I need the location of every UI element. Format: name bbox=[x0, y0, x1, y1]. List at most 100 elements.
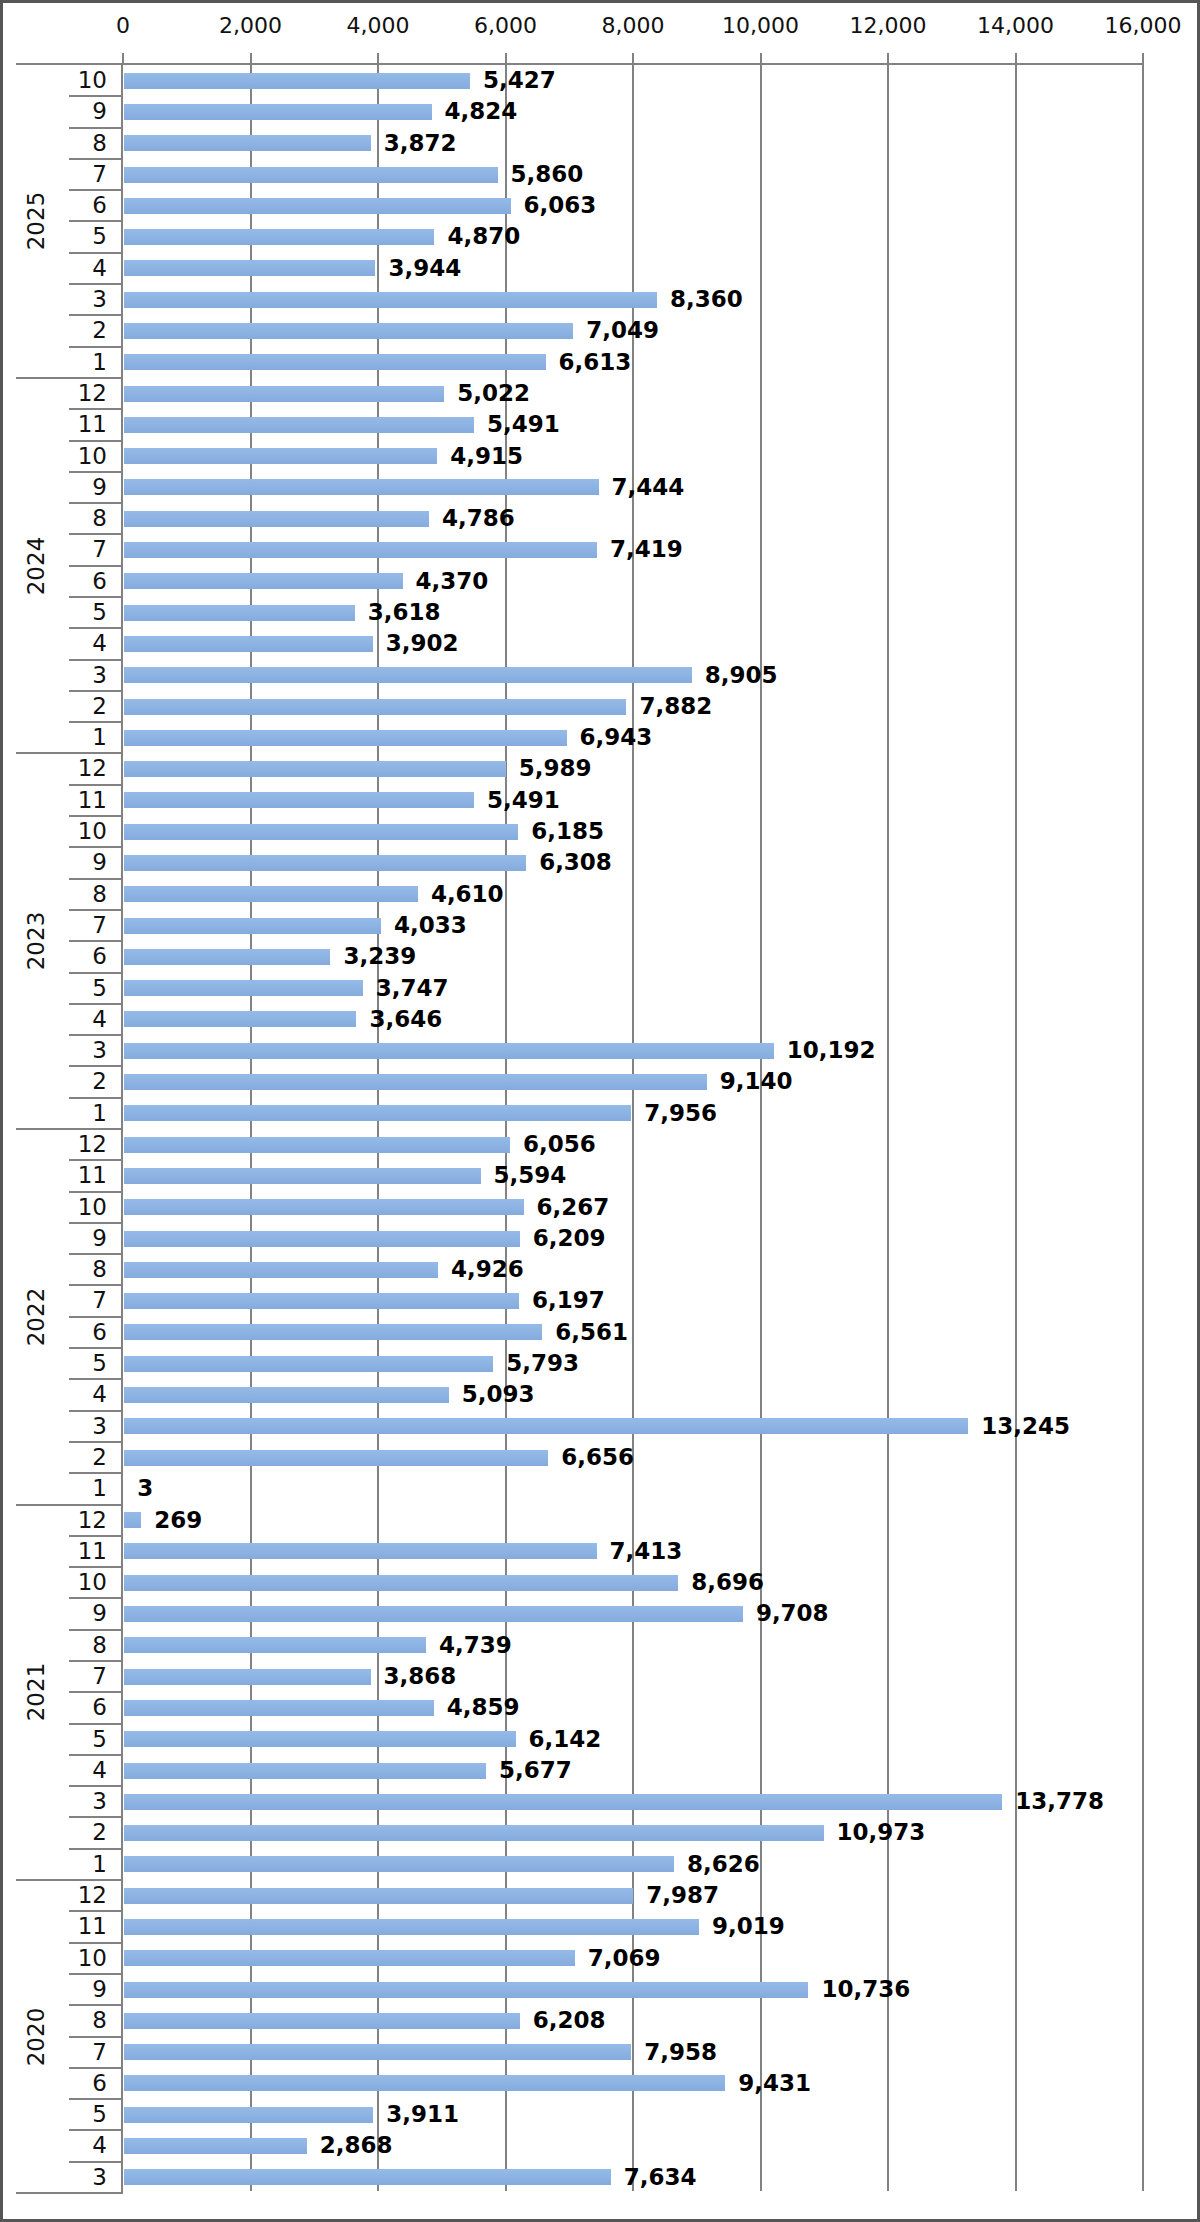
month-label: 2 bbox=[39, 1066, 107, 1097]
month-label: 2 bbox=[39, 1817, 107, 1848]
bar bbox=[124, 167, 498, 183]
month-label: 8 bbox=[39, 1630, 107, 1661]
bar bbox=[124, 855, 526, 871]
bar bbox=[124, 2169, 611, 2185]
bar bbox=[124, 730, 567, 746]
bar bbox=[124, 980, 363, 996]
year-label: 2025 bbox=[23, 192, 49, 251]
bar bbox=[124, 1888, 633, 1904]
bar bbox=[124, 229, 434, 245]
value-axis-tick-label: 0 bbox=[63, 8, 183, 44]
bar-value-label: 7,634 bbox=[624, 2162, 697, 2193]
year-label: 2022 bbox=[23, 1287, 49, 1346]
bar bbox=[124, 1512, 141, 1528]
month-label: 2 bbox=[39, 1442, 107, 1473]
value-axis-tick-label: 16,000 bbox=[1083, 8, 1200, 44]
month-label: 7 bbox=[39, 1661, 107, 1692]
bar-value-label: 6,267 bbox=[537, 1192, 610, 1223]
bar-value-label: 9,140 bbox=[720, 1066, 793, 1097]
month-label: 5 bbox=[39, 1724, 107, 1755]
month-label: 10 bbox=[39, 441, 107, 472]
month-label: 12 bbox=[39, 378, 107, 409]
bar-value-label: 4,859 bbox=[447, 1692, 520, 1723]
bar-value-label: 2,868 bbox=[320, 2130, 393, 2161]
month-label: 1 bbox=[39, 347, 107, 378]
bar-value-label: 4,370 bbox=[416, 566, 489, 597]
month-label: 12 bbox=[39, 1129, 107, 1160]
bar-value-label: 7,882 bbox=[639, 691, 712, 722]
bar bbox=[124, 1011, 356, 1027]
month-label: 6 bbox=[39, 941, 107, 972]
bar bbox=[124, 2044, 631, 2060]
month-label: 7 bbox=[39, 159, 107, 190]
month-label: 3 bbox=[39, 1786, 107, 1817]
bar bbox=[124, 1606, 743, 1622]
bar-value-label: 3,646 bbox=[369, 1004, 442, 1035]
year-label: 2020 bbox=[23, 2007, 49, 2066]
bar-value-label: 6,063 bbox=[524, 190, 597, 221]
bar bbox=[124, 1669, 371, 1685]
bar-value-label: 5,860 bbox=[511, 159, 584, 190]
bar-value-label: 5,989 bbox=[519, 753, 592, 784]
bar-value-label: 13,245 bbox=[981, 1411, 1070, 1442]
month-label: 9 bbox=[39, 96, 107, 127]
bar-value-label: 8,626 bbox=[687, 1849, 760, 1880]
month-label: 3 bbox=[39, 2162, 107, 2193]
bar bbox=[124, 1262, 438, 1278]
month-label: 4 bbox=[39, 253, 107, 284]
bar-value-label: 3,902 bbox=[386, 628, 459, 659]
bar-value-label: 7,413 bbox=[610, 1536, 683, 1567]
month-label: 8 bbox=[39, 1254, 107, 1285]
bar bbox=[124, 1387, 449, 1403]
bar-value-label: 3,239 bbox=[343, 941, 416, 972]
month-label: 1 bbox=[39, 1849, 107, 1880]
gridline bbox=[887, 65, 889, 2191]
bar bbox=[124, 1137, 510, 1153]
bar-value-label: 9,708 bbox=[756, 1598, 829, 1629]
month-label: 5 bbox=[39, 973, 107, 1004]
bar-value-label: 6,142 bbox=[529, 1724, 602, 1755]
bar-value-label: 7,049 bbox=[586, 315, 659, 346]
bar bbox=[124, 511, 429, 527]
month-label: 11 bbox=[39, 409, 107, 440]
bar bbox=[124, 1074, 707, 1090]
bar-value-label: 4,915 bbox=[450, 441, 523, 472]
bar-value-label: 5,427 bbox=[483, 65, 556, 96]
bar-value-label: 7,987 bbox=[646, 1880, 719, 1911]
month-label: 1 bbox=[39, 1098, 107, 1129]
gridline bbox=[760, 65, 762, 2191]
bar bbox=[124, 636, 373, 652]
month-label: 1 bbox=[39, 1473, 107, 1504]
bar bbox=[124, 792, 474, 808]
bar bbox=[124, 292, 657, 308]
month-label: 5 bbox=[39, 597, 107, 628]
bar-value-label: 4,033 bbox=[394, 910, 467, 941]
bar-value-label: 5,022 bbox=[457, 378, 530, 409]
bar bbox=[124, 667, 692, 683]
month-label: 9 bbox=[39, 1598, 107, 1629]
month-label: 3 bbox=[39, 1411, 107, 1442]
bar-value-label: 4,610 bbox=[431, 879, 504, 910]
bar bbox=[124, 824, 518, 840]
bar bbox=[124, 1825, 824, 1841]
bar bbox=[124, 323, 573, 339]
month-label: 7 bbox=[39, 910, 107, 941]
month-label: 3 bbox=[39, 660, 107, 691]
bar-value-label: 6,185 bbox=[531, 816, 604, 847]
gridline bbox=[1015, 65, 1017, 2191]
month-label: 3 bbox=[39, 1035, 107, 1066]
bar bbox=[124, 198, 511, 214]
month-label: 1 bbox=[39, 722, 107, 753]
month-label: 8 bbox=[39, 2005, 107, 2036]
bar-value-label: 3,618 bbox=[368, 597, 441, 628]
bar-value-label: 10,973 bbox=[837, 1817, 926, 1848]
bar bbox=[124, 542, 597, 558]
bar-value-label: 4,824 bbox=[445, 96, 518, 127]
month-label: 10 bbox=[39, 1567, 107, 1598]
value-axis-tick-label: 6,000 bbox=[446, 8, 566, 44]
year-month-bar-chart: 02,0004,0006,0008,00010,00012,00014,0001… bbox=[0, 0, 1200, 2222]
bar bbox=[124, 886, 418, 902]
month-label: 10 bbox=[39, 65, 107, 96]
bar bbox=[124, 1043, 774, 1059]
month-label: 9 bbox=[39, 847, 107, 878]
